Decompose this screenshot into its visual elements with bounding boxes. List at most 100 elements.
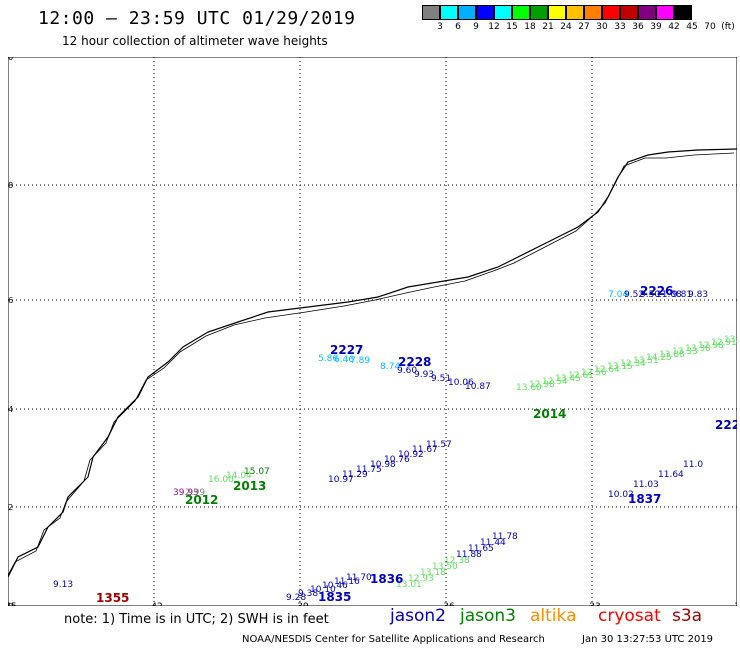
- lon-tick-label: -30: [731, 602, 737, 606]
- wave-height-value: 9.60: [397, 366, 417, 376]
- pass-id-label: 2228: [398, 355, 431, 369]
- wave-height-value: 11.67: [412, 445, 438, 455]
- wave-height-value: 11.65: [468, 544, 494, 554]
- wave-height-value: 7.04: [608, 290, 628, 300]
- scale-label: 33: [614, 22, 626, 32]
- pass-id-label: 1837: [628, 492, 661, 506]
- wave-height-value: 11.08: [656, 290, 682, 300]
- scale-swatch-13: [656, 5, 674, 20]
- scale-swatch-3: [476, 5, 494, 20]
- color-scale-labels: 3 6 9 12 15 18 21 24 27 30 33 36 39 42 45 70 (ft): [422, 22, 735, 34]
- greenland-coastline: [8, 148, 737, 578]
- scale-swatch-2: [458, 5, 476, 20]
- legend-s3a: s3a: [672, 606, 703, 626]
- wave-height-value: 10.97: [328, 475, 354, 485]
- scale-swatch-6: [530, 5, 548, 20]
- pass-id-label: 2227: [330, 343, 363, 357]
- lat-tick-label: 66: [8, 296, 13, 305]
- wave-height-value: 7.89: [350, 356, 370, 366]
- wave-height-value: 9.83: [688, 290, 708, 300]
- pass-id-label: 1835: [318, 590, 351, 604]
- wave-height-color-scale: [422, 5, 692, 20]
- wave-height-value: 13.88: [659, 350, 685, 360]
- wave-height-value: 13.18: [420, 568, 446, 578]
- wave-height-value: 13.73: [724, 335, 737, 345]
- scale-swatch-12: [638, 5, 656, 20]
- pass-2014: 13.6012.9812.5413.4512.6112.5612.6413.15…: [516, 335, 737, 421]
- scale-label: 9: [473, 22, 479, 32]
- wave-height-value: 10.46: [322, 581, 348, 591]
- scale-label: 6: [455, 22, 461, 32]
- wave-height-value: 12.56: [581, 368, 607, 378]
- scale-label: 15: [506, 22, 518, 32]
- pass-id-label: 2226: [640, 284, 673, 298]
- wave-height-value: 9.38: [298, 589, 318, 599]
- wave-height-value: 39.93: [173, 488, 199, 498]
- scale-label: 39: [650, 22, 662, 32]
- scale-label: 3: [437, 22, 443, 32]
- wave-height-value: 12.54: [542, 377, 568, 387]
- scale-swatch-9: [584, 5, 602, 20]
- map-title: 12:00 – 23:59 UTC 01/29/2019: [38, 8, 356, 29]
- map-subtitle: 12 hour collection of altimeter wave hei…: [62, 34, 328, 48]
- wave-height-value: 12.38: [444, 556, 470, 566]
- footer-timestamp: Jan 30 13:27:53 UTC 2019: [582, 634, 714, 645]
- pass-id-label: 2013: [233, 479, 266, 493]
- wave-height-value: 14.04: [226, 471, 252, 481]
- units-note: note: 1) Time is in UTC; 2) SWH is in fe…: [64, 612, 329, 627]
- pass-2229: 10.9711.2911.7510.9810.7610.9211.6711.57…: [328, 418, 737, 485]
- wave-height-value: 10.02: [608, 490, 634, 500]
- coastline-detail: [8, 152, 735, 577]
- wave-height-value: 13.50: [432, 562, 458, 572]
- wave-height-value: 10.87: [465, 382, 491, 392]
- lon-tick-label: -42: [148, 602, 163, 606]
- wave-height-value: 10.98: [370, 460, 396, 470]
- wave-height-value: 15.07: [244, 467, 270, 477]
- lon-tick-label: -33: [586, 602, 601, 606]
- wave-height-value: 9.81: [672, 290, 692, 300]
- wave-height-value: 11.29: [342, 470, 368, 480]
- wave-height-value: 10.76: [384, 455, 410, 465]
- axis-labels: 70 68 66 64 62 60-45 -42 -39 -36 -33 -30: [8, 57, 737, 606]
- wave-height-value: 12.98: [698, 341, 724, 351]
- scale-swatch-7: [548, 5, 566, 20]
- wave-height-value: 11.64: [658, 470, 684, 480]
- wave-height-value: 12.93: [408, 574, 434, 584]
- wave-height-value: 10.92: [398, 450, 424, 460]
- map-gridlines: [8, 57, 737, 606]
- wave-height-value: 11.78: [492, 532, 518, 542]
- wave-height-value: 10.10: [310, 585, 336, 595]
- footer-credit: NOAA/NESDIS Center for Satellite Applica…: [242, 634, 545, 645]
- lat-tick-label: 60: [8, 602, 13, 606]
- scale-swatch-4: [494, 5, 512, 20]
- scale-label: 45: [686, 22, 698, 32]
- wave-height-value: 13.33: [672, 347, 698, 357]
- scale-label: 36: [632, 22, 644, 32]
- scale-swatch-8: [566, 5, 584, 20]
- wave-height-value: 11.88: [456, 550, 482, 560]
- wave-height-value: 12.61: [568, 371, 594, 381]
- wave-height-value: 16.00: [208, 475, 234, 485]
- wave-height-value: 9.50: [640, 290, 660, 300]
- lon-tick-label: -36: [440, 602, 455, 606]
- legend-jason2: jason2: [390, 606, 446, 626]
- wave-height-value: 6.46: [334, 355, 354, 365]
- wave-height-value: 12.98: [529, 380, 555, 390]
- legend-jason3: jason3: [460, 606, 516, 626]
- lat-tick-label: 62: [8, 503, 13, 512]
- pass-id-label: 2012: [185, 493, 218, 507]
- wave-height-value: 8.74: [380, 362, 400, 372]
- pass-id-label: 2014: [533, 407, 566, 421]
- scale-swatch-10: [602, 5, 620, 20]
- wave-height-value: 13.01: [396, 580, 422, 590]
- scale-label: (ft): [721, 22, 735, 32]
- wave-height-value: 13.38: [685, 344, 711, 354]
- scale-swatch-5: [512, 5, 530, 20]
- pass-id-label: 1836: [370, 572, 403, 586]
